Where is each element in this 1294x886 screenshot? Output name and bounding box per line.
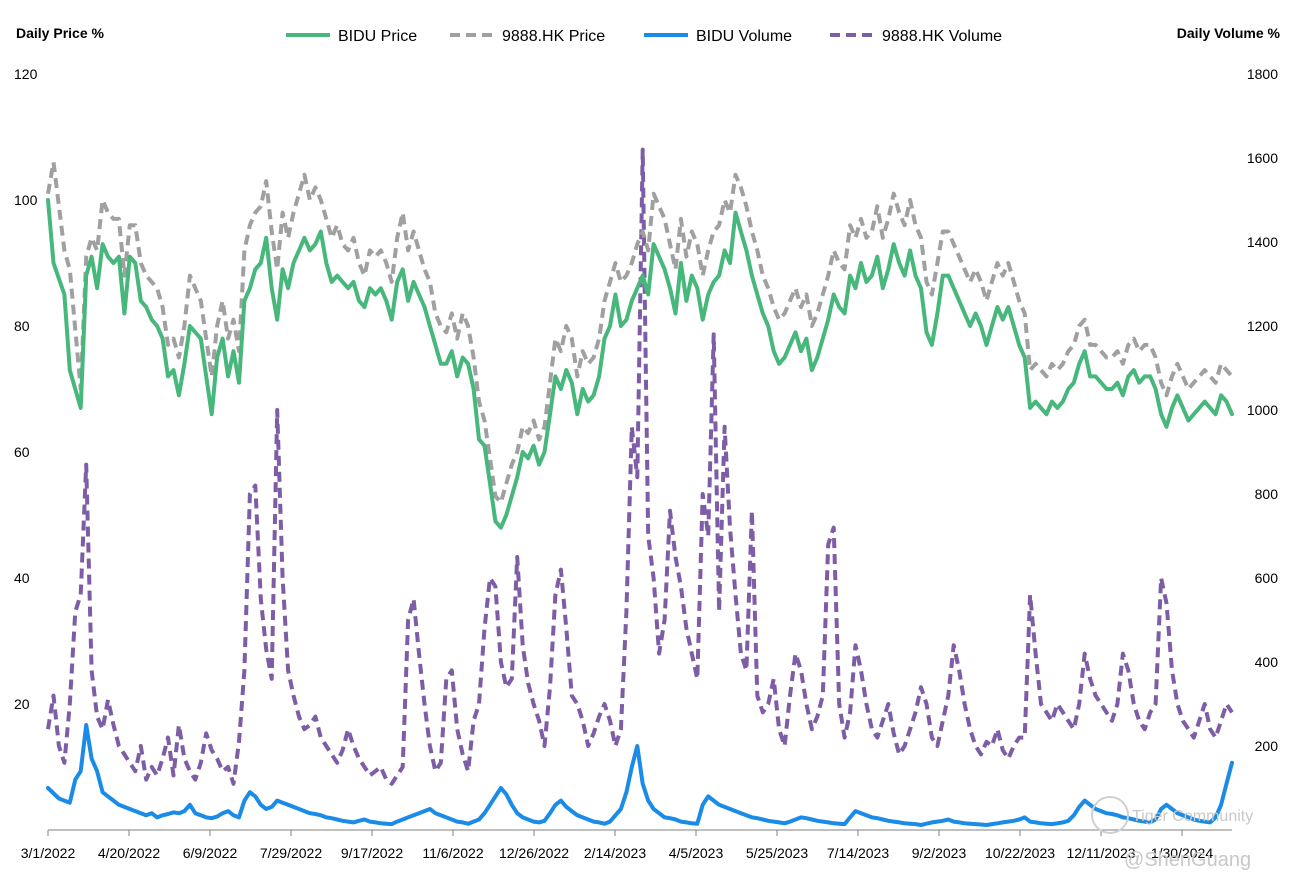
x-tick-label: 7/29/2022 [260,845,322,861]
legend: BIDU Price 9888.HK Price BIDU Volume 9888.H… [286,28,1002,45]
series-line-9888-hk-price [46,160,1234,505]
series-layer [46,147,1234,827]
left-tick-label: 20 [14,696,30,712]
right-tick-label: 200 [1255,738,1279,754]
series-line-bidu-volume [46,723,1234,827]
right-tick-label: 600 [1255,570,1279,586]
watermark-author: @ShenGuang [1124,849,1251,871]
series-line-bidu-price [46,198,1234,530]
x-tick-label: 7/14/2023 [827,845,889,861]
legend-label: 9888.HK Price [502,28,605,45]
series-line-9888-hk-volume [46,147,1234,786]
x-tick-label: 11/6/2022 [422,845,483,861]
right-tick-label: 400 [1255,654,1279,670]
watermark-brand: Tiger Community [1132,808,1253,825]
x-axis: 3/1/2022 4/20/2022 6/9/2022 7/29/2022 9/17/2… [21,829,1232,861]
x-tick-label: 12/26/2022 [499,845,569,861]
x-tick-label: 2/14/2023 [584,845,646,861]
right-tick-label: 1600 [1247,150,1278,166]
left-axis-ticks: 20 40 60 80 100 120 [14,66,38,712]
left-tick-label: 40 [14,570,30,586]
left-tick-label: 120 [14,66,38,82]
right-tick-label: 1400 [1247,234,1278,250]
left-tick-label: 60 [14,444,30,460]
x-tick-label: 4/20/2022 [98,845,160,861]
right-tick-label: 1000 [1247,402,1278,418]
x-tick-label: 6/9/2022 [183,845,238,861]
x-tick-label: 1/30/2024 [1151,845,1213,861]
x-tick-label: 12/11/2023 [1066,845,1135,861]
x-tick-label: 9/2/2023 [912,845,967,861]
x-tick-label: 9/17/2022 [341,845,403,861]
right-tick-label: 1800 [1247,66,1278,82]
left-tick-label: 100 [14,192,38,208]
x-tick-label: 3/1/2022 [21,845,76,861]
left-axis-title: Daily Price % [16,25,104,41]
right-tick-label: 800 [1255,486,1279,502]
legend-label: BIDU Volume [696,28,792,45]
legend-label: 9888.HK Volume [882,28,1002,45]
right-tick-label: 1200 [1247,318,1278,334]
legend-label: BIDU Price [338,28,417,45]
tiger-logo-icon [1091,796,1129,834]
right-axis-ticks: 200 400 600 800 1000 1200 1400 1600 1800 [1247,66,1278,754]
x-tick-label: 4/5/2023 [669,845,724,861]
left-tick-label: 80 [14,318,30,334]
watermark: Tiger Community @ShenGuang [1091,796,1253,871]
x-tick-label: 5/25/2023 [746,845,808,861]
right-axis-title: Daily Volume % [1177,25,1281,41]
x-tick-label: 10/22/2023 [985,845,1055,861]
